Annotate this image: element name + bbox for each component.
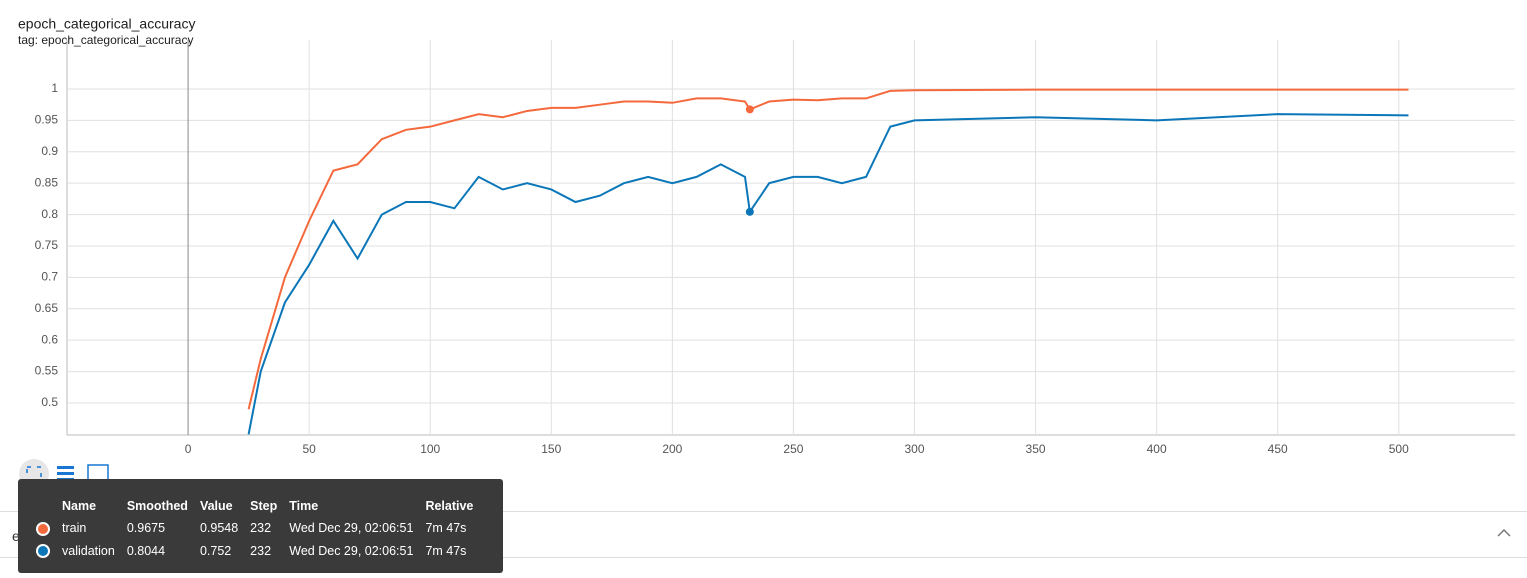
- column-header: Step: [250, 499, 278, 513]
- tooltip-cell: 0.752: [199, 544, 232, 559]
- y-tick-label: 0.5: [41, 395, 58, 409]
- series-line: [247, 88, 1409, 410]
- y-tick-label: 0.65: [35, 301, 59, 315]
- y-tick-label: 1: [51, 81, 58, 95]
- chart-title: epoch_categorical_accuracy: [18, 16, 195, 32]
- column-header: Name: [62, 499, 97, 513]
- tooltip-row: validation 0.8044 0.752 232 Wed Dec 29, 02:0…: [30, 540, 479, 563]
- tooltip-cell: 232: [250, 521, 272, 536]
- legend-swatch: [36, 544, 50, 559]
- plot: [247, 88, 1409, 435]
- tooltip-cell: 232: [250, 544, 272, 559]
- tooltip-cell: Wed Dec 29, 02:06:51: [289, 521, 414, 536]
- x-tick-label: 450: [1268, 442, 1288, 456]
- swatch-cell: [30, 540, 56, 563]
- x-tick-label: 0: [185, 442, 192, 456]
- x-tick-label: 100: [420, 442, 440, 456]
- collapse-icon[interactable]: [1497, 528, 1511, 538]
- tooltip-cell: 7m 47s: [425, 544, 467, 559]
- legend-label: train: [62, 521, 87, 536]
- x-tick-label: 300: [904, 442, 924, 456]
- x-tick-label: 500: [1389, 442, 1409, 456]
- column-header: Relative: [425, 499, 474, 513]
- tooltip-table: Name Smoothed Value Step Time Relative train 0.…: [30, 497, 479, 562]
- tooltip-cell: 0.8044: [126, 544, 166, 559]
- y-tick-label: 0.7: [41, 270, 58, 284]
- fit-icon: [26, 466, 42, 482]
- x-tick-label: 150: [541, 442, 561, 456]
- column-header: Smoothed: [126, 499, 188, 513]
- y-tick-label: 0.6: [41, 332, 58, 346]
- y-tick-label: 0.8: [41, 207, 58, 221]
- highlight-point: [745, 105, 754, 114]
- x-tick-label: 50: [302, 442, 316, 456]
- x-tick-label: 350: [1026, 442, 1046, 456]
- x-tick-label: 250: [783, 442, 803, 456]
- tooltip-cell: 0.9548: [199, 521, 239, 536]
- chart-subtitle: tag: epoch_categorical_accuracy: [18, 33, 193, 47]
- tooltip-cell: 0.9675: [126, 521, 166, 536]
- legend-label: validation: [62, 544, 115, 559]
- chart: epoch_categorical_accuracy tag: epoch_ca…: [18, 16, 1515, 489]
- y-tick-label: 0.95: [35, 113, 59, 127]
- y-tick-label: 0.85: [35, 175, 59, 189]
- highlight-point: [745, 207, 754, 216]
- tooltip-row: train 0.9675 0.9548 232 Wed Dec 29, 02:06:51…: [30, 517, 479, 540]
- y-tick-label: 0.55: [35, 364, 59, 378]
- x-tick-label: 400: [1147, 442, 1167, 456]
- column-header: Value: [199, 499, 233, 513]
- column-header: Time: [289, 499, 319, 513]
- swatch-cell: [30, 517, 56, 540]
- y-tick-label: 0.9: [41, 144, 58, 158]
- tooltip-cell: Wed Dec 29, 02:06:51: [289, 544, 414, 559]
- tooltip: Name Smoothed Value Step Time Relative train 0.…: [18, 479, 503, 573]
- legend-swatch: [36, 521, 50, 536]
- x-tick-label: 200: [662, 442, 682, 456]
- tooltip-cell: 7m 47s: [425, 521, 467, 536]
- series-line: [247, 113, 1409, 435]
- y-tick-label: 0.75: [35, 238, 59, 252]
